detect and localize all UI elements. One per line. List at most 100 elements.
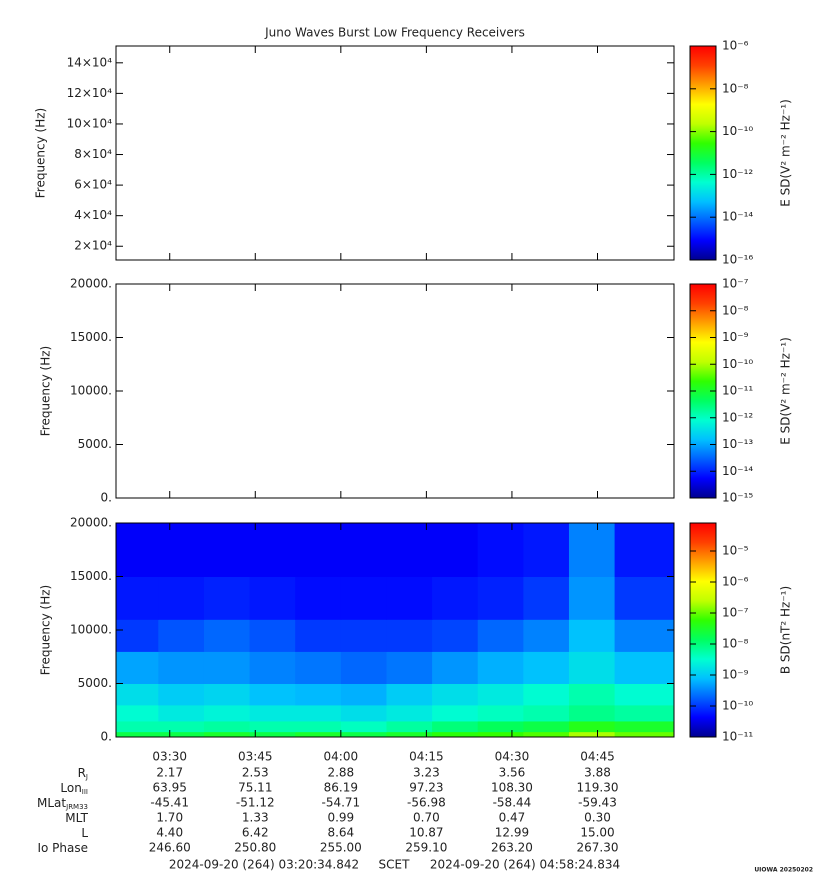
ephemeris-value: 10.87 [409,826,443,840]
colorbar-tick-label: 10⁻⁶ [722,39,749,53]
ephemeris-value: 86.19 [324,781,358,795]
spectrogram-cell [249,619,296,652]
spectrogram-cell [386,720,433,733]
spectrogram-cell [523,720,570,733]
spectrogram-cell [295,683,342,706]
spectrogram-cell [614,619,675,652]
spectrogram-cell [203,720,251,733]
spectrogram-cell [295,576,342,620]
spectrogram-cell [158,576,205,620]
ephemeris-value: 0.70 [413,811,440,825]
ephemeris-value: 263.20 [491,841,533,855]
ephemeris-label: MLatJRM33 [37,796,88,812]
spectrogram-cell [340,683,387,706]
spectrogram [116,523,675,738]
spectrogram-cell [340,651,387,684]
ephemeris-value: 1.70 [156,811,183,825]
x-tick-label: 03:45 [238,750,273,764]
spectrogram-cell [432,523,479,577]
spectrogram-cell [386,704,433,722]
spectrogram-cell [477,576,524,620]
colorbar-tick-label: 10⁻⁸ [722,81,749,95]
ephemeris-label: RJ [78,766,88,782]
spectrogram-cell [614,683,675,706]
colorbar-tick-label: 10⁻⁹ [722,330,749,344]
ephemeris-value: 12.99 [495,826,529,840]
ephemeris-label-sub: JRM33 [65,803,88,811]
footer-end: 2024-09-20 (264) 04:58:24.834 [430,858,620,872]
spectrogram-cell [158,720,205,733]
footer-credit: UIOWA 20250202 [754,867,813,874]
y-axis-title: Frequency (Hz) [34,108,48,199]
spectrogram-cell [116,720,159,733]
spectrogram-cell [116,651,159,684]
spectrogram-cell [614,720,675,733]
spectrogram-cell [568,731,616,738]
spectrogram-cell [477,683,524,706]
spectrogram-cell [158,651,205,684]
ephemeris-value: 15.00 [580,826,614,840]
ephemeris-value: 119.30 [576,781,618,795]
spectrogram-cell [432,731,479,738]
ephemeris-label: L [81,826,88,840]
spectrogram-cell [523,523,570,577]
spectrogram-cell [477,651,524,684]
spectrogram-cell [523,651,570,684]
spectrogram-cell [340,576,387,620]
spectrogram-cell [203,731,251,738]
colorbar-tick-label: 10⁻¹⁰ [722,698,753,712]
spectrogram-cell [116,683,159,706]
ephemeris-value: 8.64 [327,826,354,840]
y-tick-label: 15000. [70,330,112,344]
y-tick-label: 0. [101,730,112,744]
ephemeris-value: 1.33 [242,811,269,825]
ephemeris-value: -51.12 [236,796,275,810]
y-axis-title: Frequency (Hz) [39,346,53,437]
colorbar-tick-label: 10⁻¹³ [722,437,753,451]
spectrogram-cell [249,720,296,733]
y-tick-label: 0. [101,491,112,505]
spectrogram-cell [432,720,479,733]
ephemeris-value: 2.53 [242,766,269,780]
spectrogram-cell [340,731,387,738]
spectrogram-cell [158,523,205,577]
spectrogram-cell [568,720,616,733]
spectrogram-cell [295,651,342,684]
ephemeris-value: 2.88 [327,766,354,780]
colorbar-title: B SD(nT² Hz⁻¹) [779,586,793,674]
ephemeris-value: 6.42 [242,826,269,840]
spectrogram-cell [386,683,433,706]
y-tick-label: 15000. [70,569,112,583]
ephemeris-value: 3.56 [499,766,526,780]
ephemeris-value: 267.30 [576,841,618,855]
colorbar-tick-label: 10⁻¹² [722,410,753,424]
colorbar-tick-label: 10⁻¹⁰ [722,357,753,371]
spectrogram-cell [523,704,570,722]
ephemeris-value: 75.11 [238,781,272,795]
spectrogram-cell [523,619,570,652]
spectrogram-cell [158,683,205,706]
spectrogram-cell [614,523,675,577]
spectrogram-cell [116,731,159,738]
spectrogram-cell [614,576,675,620]
spectrogram-cell [249,731,296,738]
spectrogram-cell [295,619,342,652]
spectrogram-cell [568,651,616,684]
ephemeris-value: -56.98 [407,796,446,810]
spectrogram-cell [203,576,251,620]
ephemeris-label: MLT [65,811,88,825]
ephemeris-value: 0.99 [327,811,354,825]
ephemeris-label-sub: III [82,788,88,796]
ephemeris-value: 246.60 [149,841,191,855]
spectrogram-cell [614,651,675,684]
spectrogram-cell [568,683,616,706]
colorbar-tick-label: 10⁻⁵ [722,543,749,557]
spectrogram-cell [158,704,205,722]
spectrogram-cell [158,619,205,652]
plot-frame [115,283,675,499]
spectrogram-cell [477,704,524,722]
x-tick-label: 04:30 [495,750,530,764]
spectrogram-cell [116,619,159,652]
colorbar-tick-label: 10⁻⁹ [722,667,749,681]
x-tick-label: 04:45 [580,750,615,764]
